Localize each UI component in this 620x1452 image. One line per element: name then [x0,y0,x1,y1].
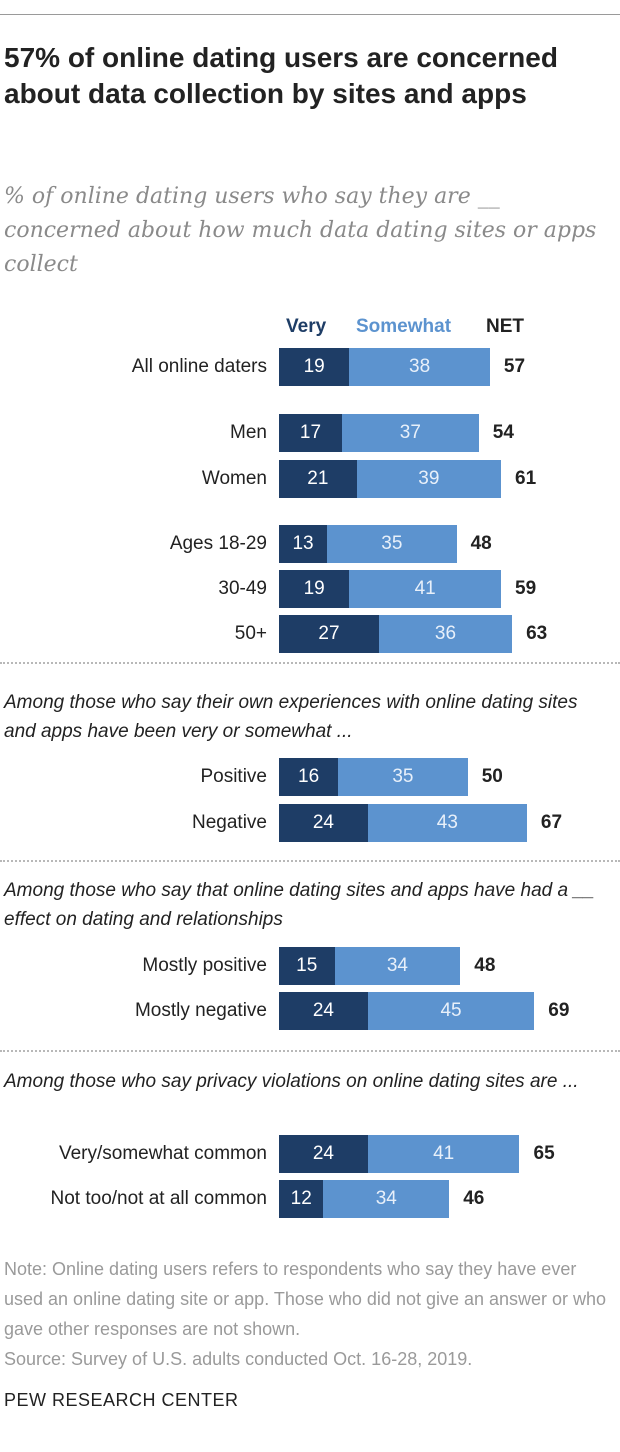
bar-very [279,804,368,842]
bar-somewhat [338,758,468,796]
net-value: 46 [463,1188,485,1209]
bar-value-very: 21 [307,468,329,489]
net-value: 69 [548,1000,570,1021]
bar-very [279,460,357,498]
bar-very [279,348,350,386]
bar-value-very: 17 [299,422,322,443]
bar-value-somewhat: 35 [381,533,403,554]
chart-subtitle: % of online dating users who say they ar… [4,184,597,277]
bar-value-very: 24 [312,1143,334,1164]
bar-very [279,758,339,796]
bar-value-very: 24 [312,1000,334,1021]
top-rule [0,14,620,15]
bar-somewhat [323,1180,450,1218]
bar-somewhat [327,525,457,563]
bar-somewhat [349,348,490,386]
section-divider [0,1050,620,1052]
bar-value-somewhat: 36 [434,623,457,644]
bar-very [279,615,379,653]
net-value: 48 [474,955,496,976]
bar-somewhat [334,947,461,985]
row-label: Not too/not at all common [50,1188,268,1209]
net-value: 61 [515,468,537,489]
legend-very: Very [286,316,327,337]
net-value: 54 [492,422,514,443]
row-label: Negative [192,812,267,833]
bar-value-very: 19 [303,356,325,377]
bar-somewhat [367,804,527,842]
bar-very [279,1135,368,1173]
footer-brand: PEW RESEARCH CENTER [4,1390,239,1410]
net-value: 48 [470,533,492,554]
section-divider [0,662,620,664]
bar-value-somewhat: 38 [409,356,431,377]
row-label: Men [230,422,267,443]
legend-net: NET [486,316,524,337]
row-label: Very/somewhat common [58,1143,267,1164]
source-text: Source: Survey of U.S. adults conducted … [4,1349,473,1369]
row-label: Mostly positive [142,955,267,976]
bar-very [279,525,328,563]
bar-value-somewhat: 35 [392,766,414,787]
section-label-effect: Among those who say that online dating s… [4,880,595,930]
net-value: 59 [515,578,537,599]
bar-value-very: 24 [312,812,334,833]
bar-somewhat [378,615,513,653]
row-label: All online daters [131,356,267,377]
section-label-experiences: Among those who say their own experience… [4,692,578,742]
net-value: 65 [533,1143,555,1164]
bar-value-somewhat: 41 [433,1143,455,1164]
net-value: 67 [540,812,563,833]
section-divider [0,860,620,862]
section-label-privacy: Among those who say privacy violations o… [4,1071,579,1092]
net-value: 63 [526,623,548,644]
bar-very [279,947,335,985]
bar-somewhat [349,570,501,608]
bar-very [279,1180,324,1218]
bar-value-very: 15 [296,955,318,976]
bar-value-somewhat: 39 [418,468,440,489]
bar-very [279,414,342,452]
bar-somewhat [341,414,479,452]
chart-title: 57% of online dating users are concerned… [4,42,558,109]
bar-value-somewhat: 41 [414,578,436,599]
net-value: 57 [503,356,526,377]
net-value: 50 [481,766,503,787]
row-label: Women [201,468,267,489]
bar-value-somewhat: 45 [440,1000,462,1021]
row-label: 30-49 [218,578,267,599]
bar-value-very: 27 [318,623,340,644]
bar-value-very: 16 [298,766,320,787]
bar-value-somewhat: 34 [375,1188,397,1209]
chart-note: Note: Online dating users refers to resp… [4,1254,616,1374]
bar-somewhat [367,992,535,1030]
row-label: Positive [200,766,267,787]
bar-value-somewhat: 43 [436,812,458,833]
bar-value-very: 19 [303,578,325,599]
row-label: 50+ [234,623,267,644]
row-label: Ages 18-29 [169,533,267,554]
note-text: Note: Online dating users refers to resp… [4,1259,607,1339]
bar-value-very: 13 [292,533,314,554]
bar-value-somewhat: 34 [386,955,408,976]
bar-very [279,570,350,608]
bar-value-very: 12 [290,1188,312,1209]
row-label: Mostly negative [134,1000,267,1021]
bar-value-somewhat: 37 [399,422,421,443]
bar-very [279,992,368,1030]
legend-somewhat: Somewhat [356,316,452,337]
bar-somewhat [356,460,501,498]
bar-somewhat [367,1135,520,1173]
